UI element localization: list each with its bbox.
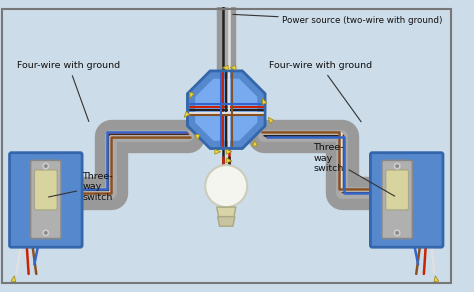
FancyBboxPatch shape — [386, 170, 409, 210]
Polygon shape — [11, 276, 16, 282]
Circle shape — [396, 232, 398, 234]
Circle shape — [45, 165, 47, 167]
Polygon shape — [195, 135, 200, 140]
Text: Power source (two-wire with ground): Power source (two-wire with ground) — [233, 14, 442, 25]
Text: Four-wire with ground: Four-wire with ground — [17, 61, 120, 121]
Circle shape — [43, 163, 49, 169]
Polygon shape — [184, 112, 190, 117]
FancyBboxPatch shape — [30, 160, 61, 239]
FancyBboxPatch shape — [382, 160, 412, 239]
Circle shape — [396, 165, 398, 167]
Polygon shape — [194, 78, 258, 142]
Circle shape — [43, 230, 49, 236]
Polygon shape — [222, 65, 228, 70]
FancyBboxPatch shape — [9, 153, 82, 247]
FancyBboxPatch shape — [35, 170, 57, 210]
Circle shape — [205, 165, 247, 207]
Polygon shape — [226, 149, 232, 154]
Polygon shape — [217, 207, 236, 217]
Circle shape — [394, 230, 400, 236]
Polygon shape — [187, 71, 265, 149]
Polygon shape — [230, 65, 236, 70]
Text: Four-wire with ground: Four-wire with ground — [269, 61, 373, 122]
Text: Three-
way
switch: Three- way switch — [313, 143, 395, 196]
Circle shape — [45, 232, 47, 234]
Polygon shape — [226, 158, 232, 163]
Polygon shape — [268, 117, 274, 123]
Polygon shape — [434, 276, 438, 282]
Circle shape — [394, 163, 400, 169]
Polygon shape — [190, 92, 194, 98]
Polygon shape — [218, 217, 235, 226]
Text: Three-
way
switch: Three- way switch — [48, 172, 113, 201]
Polygon shape — [262, 98, 267, 105]
Polygon shape — [253, 140, 257, 146]
FancyBboxPatch shape — [370, 153, 443, 247]
Polygon shape — [215, 149, 220, 154]
